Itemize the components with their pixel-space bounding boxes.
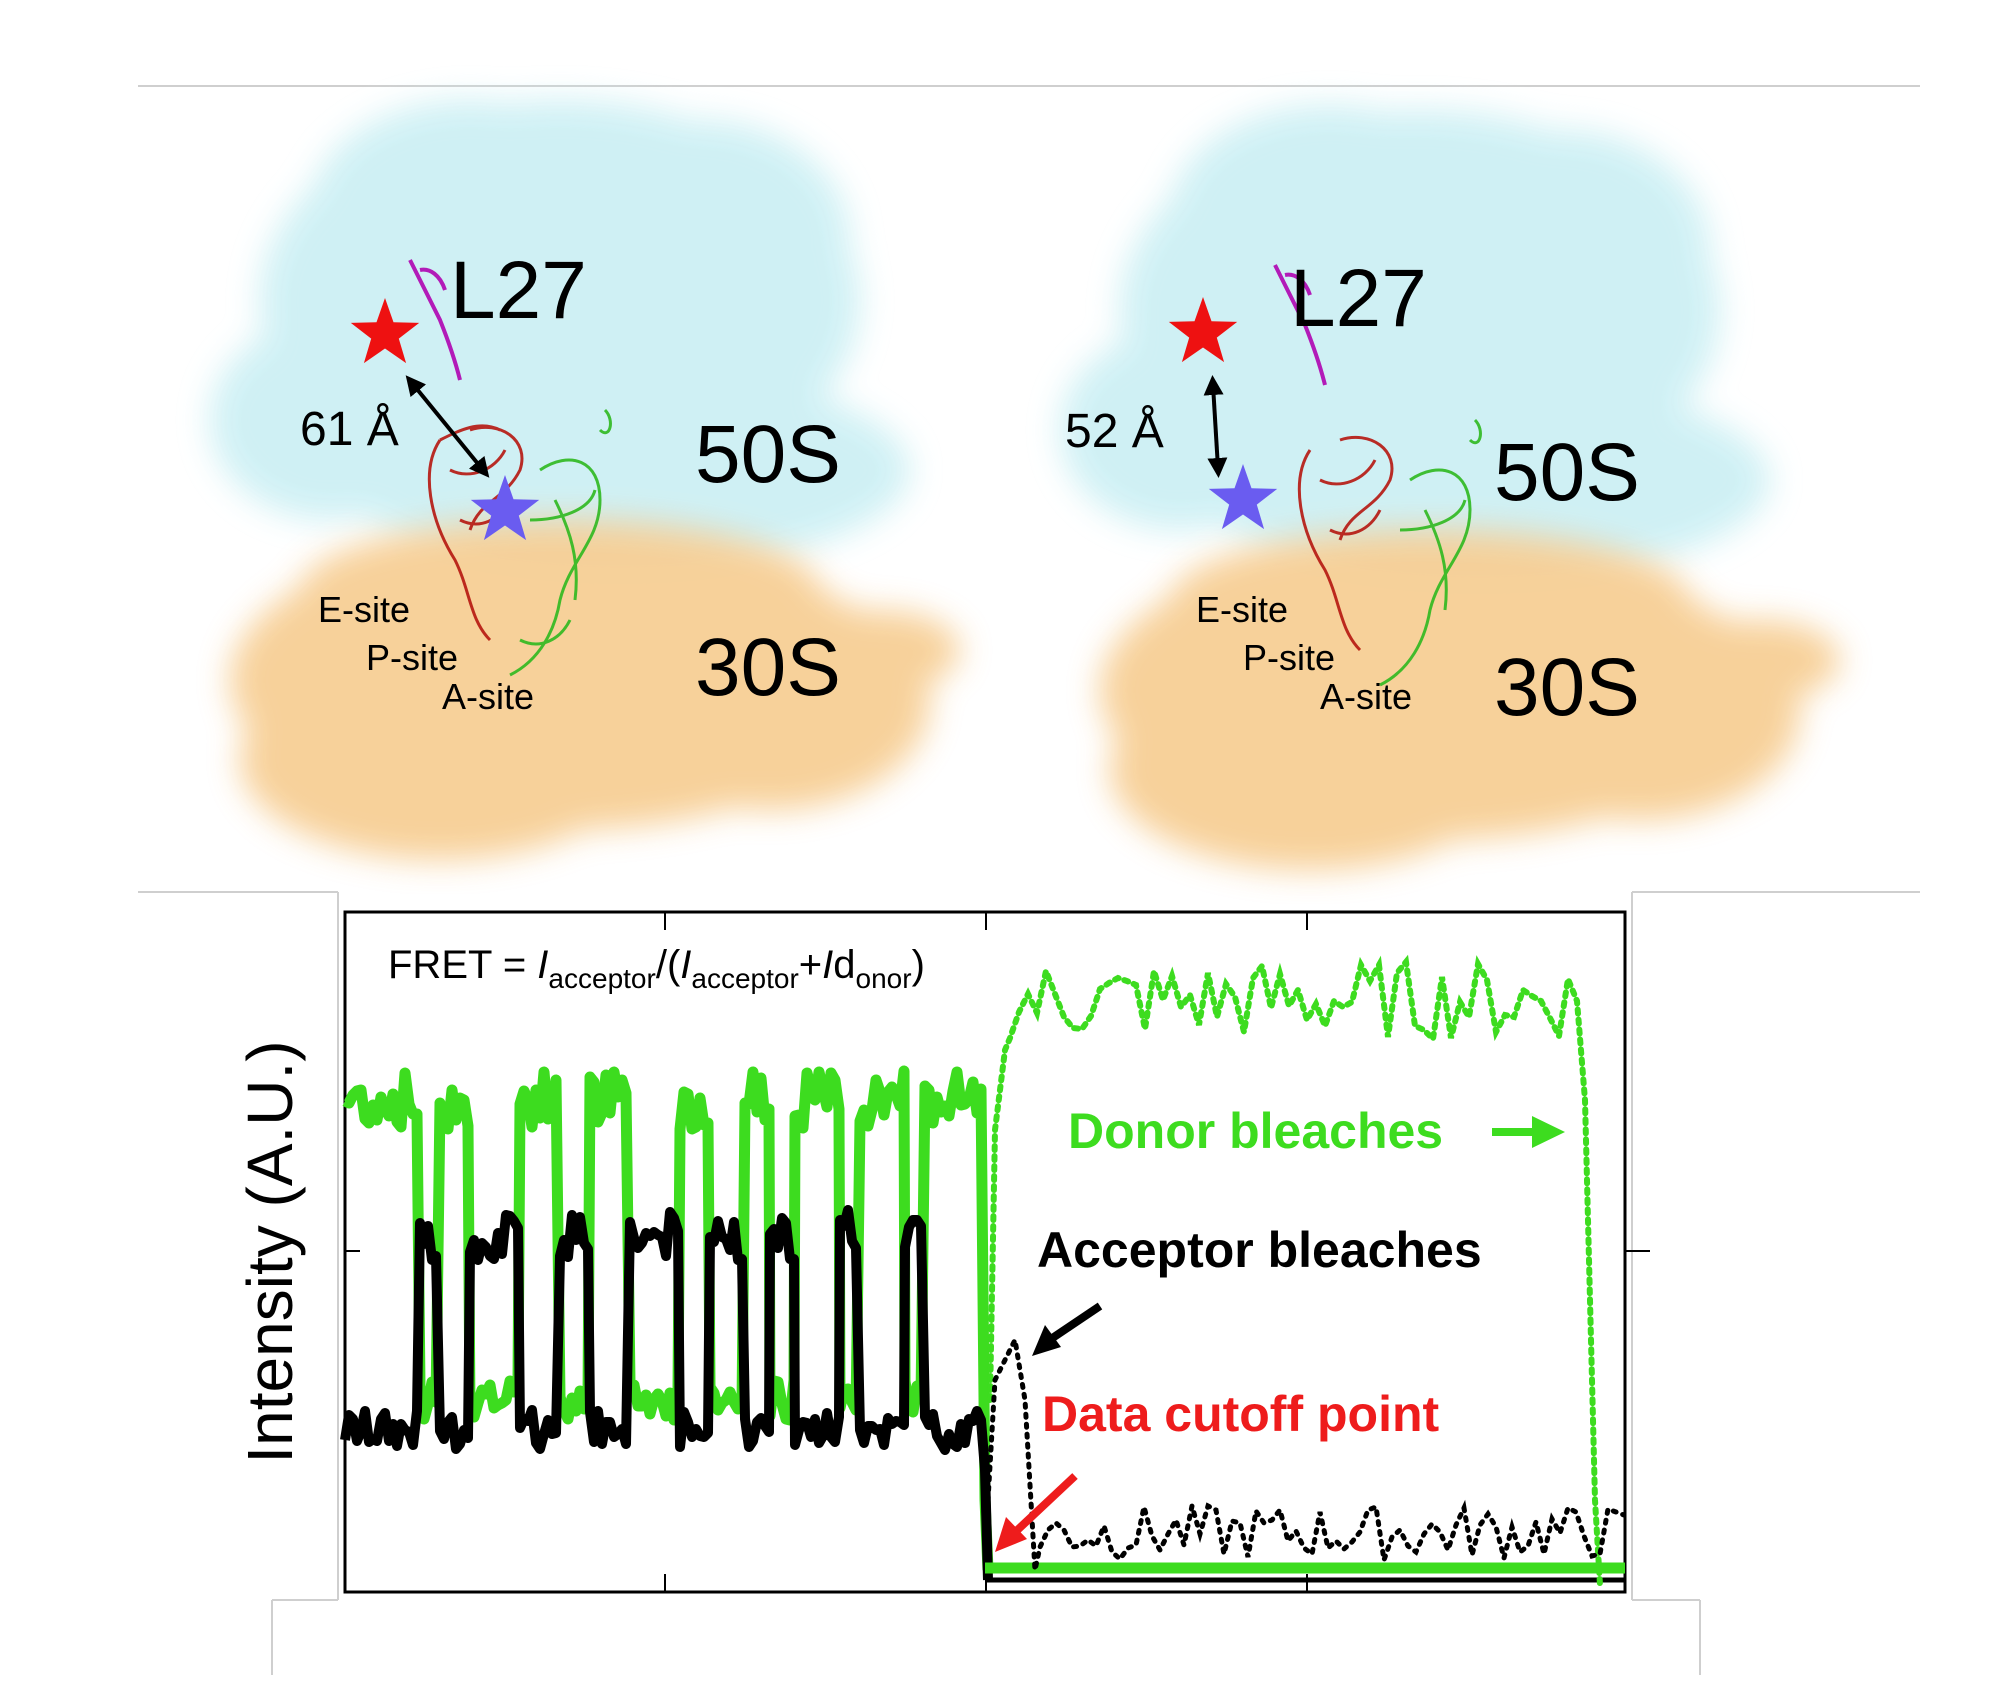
- distance-label: 52 Å: [1065, 405, 1164, 458]
- small-subunit-label: 30S: [1494, 642, 1640, 733]
- red-star: [350, 298, 420, 364]
- ribosome-panel-right: L27 52 Å 50S 30S E-site P-site A-site: [1060, 105, 1840, 870]
- small-subunit-label: 30S: [695, 622, 841, 713]
- l27-protein: [1273, 264, 1327, 386]
- acceptor-bleaches-label: Acceptor bleaches: [1037, 1222, 1482, 1278]
- p-site-label: P-site: [366, 637, 458, 678]
- distance-arrow: [405, 375, 490, 478]
- acceptor-arrowhead: [1032, 1325, 1061, 1356]
- a-site-label: A-site: [442, 676, 534, 717]
- cutoff-arrowhead: [995, 1517, 1027, 1552]
- donor-bleaches-label: Donor bleaches: [1068, 1103, 1443, 1159]
- a-site-label: A-site: [1320, 676, 1412, 717]
- acceptor-dotted-trace: [985, 1332, 1627, 1571]
- large-subunit-label: 50S: [1494, 427, 1640, 518]
- y-axis-label: Intensity (A.U.): [234, 1040, 306, 1463]
- blue-star: [1208, 464, 1278, 530]
- ribosome-panel-left: L27 61 Å 50S 30S E-site P-site A-site: [210, 100, 960, 860]
- small-subunit-shape: [1100, 530, 1840, 870]
- trace-panel: FRET = Iacceptor/(Iacceptor+Idonor) Inte…: [234, 910, 1650, 1594]
- large-subunit-shape: [1060, 105, 1770, 580]
- blue-star: [470, 475, 540, 541]
- protein-label: L27: [450, 245, 587, 336]
- trna-green: [509, 408, 612, 677]
- protein-label: L27: [1290, 253, 1427, 344]
- tick-marks: [345, 912, 1650, 1592]
- large-subunit-label: 50S: [695, 409, 841, 500]
- data-cutoff-label: Data cutoff point: [1042, 1386, 1440, 1442]
- l27-protein: [408, 259, 462, 381]
- donor-dotted-trace: [987, 954, 1603, 1588]
- acceptor-arrow: [1042, 1302, 1103, 1347]
- p-site-label: P-site: [1243, 637, 1335, 678]
- distance-label: 61 Å: [300, 403, 399, 456]
- donor-trace: [342, 1065, 994, 1571]
- fret-formula: FRET = Iacceptor/(Iacceptor+Idonor): [388, 943, 925, 994]
- cutoff-arrow: [1008, 1473, 1078, 1539]
- distance-arrow: [1203, 375, 1228, 478]
- e-site-label: E-site: [318, 589, 410, 630]
- small-subunit-shape: [230, 520, 960, 860]
- acceptor-trace: [340, 1205, 993, 1581]
- red-star: [1168, 297, 1238, 363]
- trna-red: [1297, 435, 1394, 652]
- donor-arrowhead: [1532, 1116, 1565, 1148]
- e-site-label: E-site: [1196, 589, 1288, 630]
- trna-green: [1379, 418, 1482, 687]
